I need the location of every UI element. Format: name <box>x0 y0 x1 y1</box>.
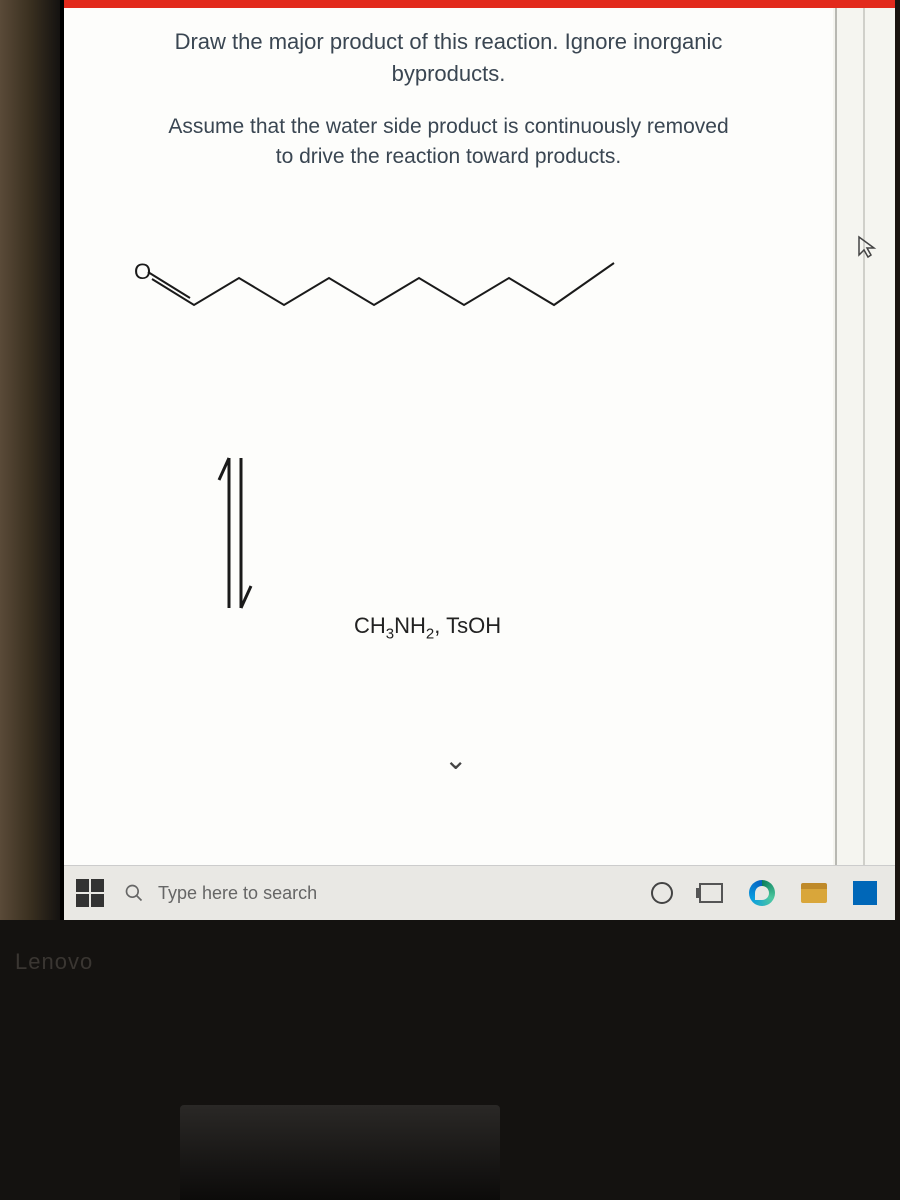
start-button[interactable] <box>76 879 104 907</box>
chevron-down-icon[interactable]: ⌄ <box>444 743 467 776</box>
taskbar-search[interactable]: Type here to search <box>124 883 317 904</box>
screen: Draw the major product of this reaction.… <box>60 0 895 920</box>
ambient-left <box>0 0 60 920</box>
search-icon <box>124 883 144 903</box>
equilibrium-arrows <box>209 448 269 628</box>
file-explorer-icon[interactable] <box>801 883 827 903</box>
note-line2: to drive the reaction toward products. <box>276 145 622 168</box>
question-line2: byproducts. <box>392 61 506 86</box>
top-red-bar <box>64 0 895 8</box>
reagent-label: CH3NH2, TsOH <box>354 613 501 642</box>
reagent-p2: NH <box>394 613 426 638</box>
note-line1: Assume that the water side product is co… <box>168 115 728 138</box>
task-view-icon[interactable] <box>699 883 723 903</box>
reagent-p1: CH <box>354 613 386 638</box>
cortana-icon[interactable] <box>651 882 673 904</box>
question-panel: Draw the major product of this reaction.… <box>64 8 833 865</box>
panel-divider-1 <box>835 8 837 865</box>
question-text: Draw the major product of this reaction.… <box>94 26 803 90</box>
microsoft-store-icon[interactable] <box>853 881 877 905</box>
structure-area: O CH3NH2, TsOH ⌄ <box>94 213 803 733</box>
aldehyde-structure: O <box>134 253 654 343</box>
reagent-s1: 3 <box>386 625 394 642</box>
reagent-p3: , TsOH <box>434 613 501 638</box>
lenovo-logo: Lenovo <box>15 949 93 975</box>
search-placeholder: Type here to search <box>158 883 317 904</box>
windows-taskbar: Type here to search <box>64 865 895 920</box>
taskbar-icons <box>651 880 895 906</box>
edge-icon[interactable] <box>749 880 775 906</box>
reagent-s2: 2 <box>426 625 434 642</box>
assumption-text: Assume that the water side product is co… <box>94 112 803 173</box>
question-line1: Draw the major product of this reaction.… <box>175 29 723 54</box>
laptop-bezel: Lenovo <box>0 920 900 1200</box>
cursor-icon <box>856 235 880 259</box>
panel-divider-2 <box>863 8 865 865</box>
laptop-hinge <box>180 1105 500 1200</box>
